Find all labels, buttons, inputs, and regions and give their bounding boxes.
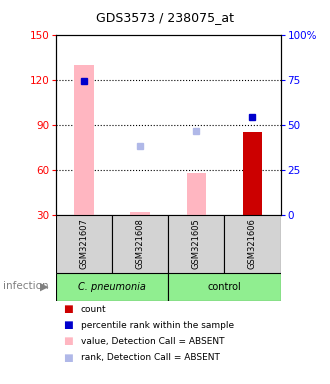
Bar — [56, 215, 112, 273]
Text: count: count — [81, 305, 107, 314]
Text: ■: ■ — [63, 304, 73, 314]
Text: ▶: ▶ — [40, 281, 49, 291]
Text: control: control — [208, 282, 241, 292]
Text: rank, Detection Call = ABSENT: rank, Detection Call = ABSENT — [81, 353, 220, 362]
Text: value, Detection Call = ABSENT: value, Detection Call = ABSENT — [81, 337, 224, 346]
Bar — [224, 215, 280, 273]
Text: C. pneumonia: C. pneumonia — [78, 282, 146, 292]
Bar — [243, 132, 262, 215]
Text: ■: ■ — [63, 320, 73, 330]
Bar — [168, 273, 280, 301]
Text: ■: ■ — [63, 353, 73, 362]
Bar — [56, 273, 168, 301]
Bar — [130, 212, 150, 215]
Text: percentile rank within the sample: percentile rank within the sample — [81, 321, 234, 330]
Bar — [186, 173, 206, 215]
Text: GSM321607: GSM321607 — [80, 218, 89, 269]
Bar — [74, 65, 94, 215]
Bar — [168, 215, 224, 273]
Bar — [112, 215, 168, 273]
Text: GSM321605: GSM321605 — [192, 218, 201, 269]
Text: GSM321606: GSM321606 — [248, 218, 257, 269]
Text: infection: infection — [3, 281, 49, 291]
Text: GSM321608: GSM321608 — [136, 218, 145, 269]
Text: ■: ■ — [63, 336, 73, 346]
Text: GDS3573 / 238075_at: GDS3573 / 238075_at — [96, 11, 234, 24]
